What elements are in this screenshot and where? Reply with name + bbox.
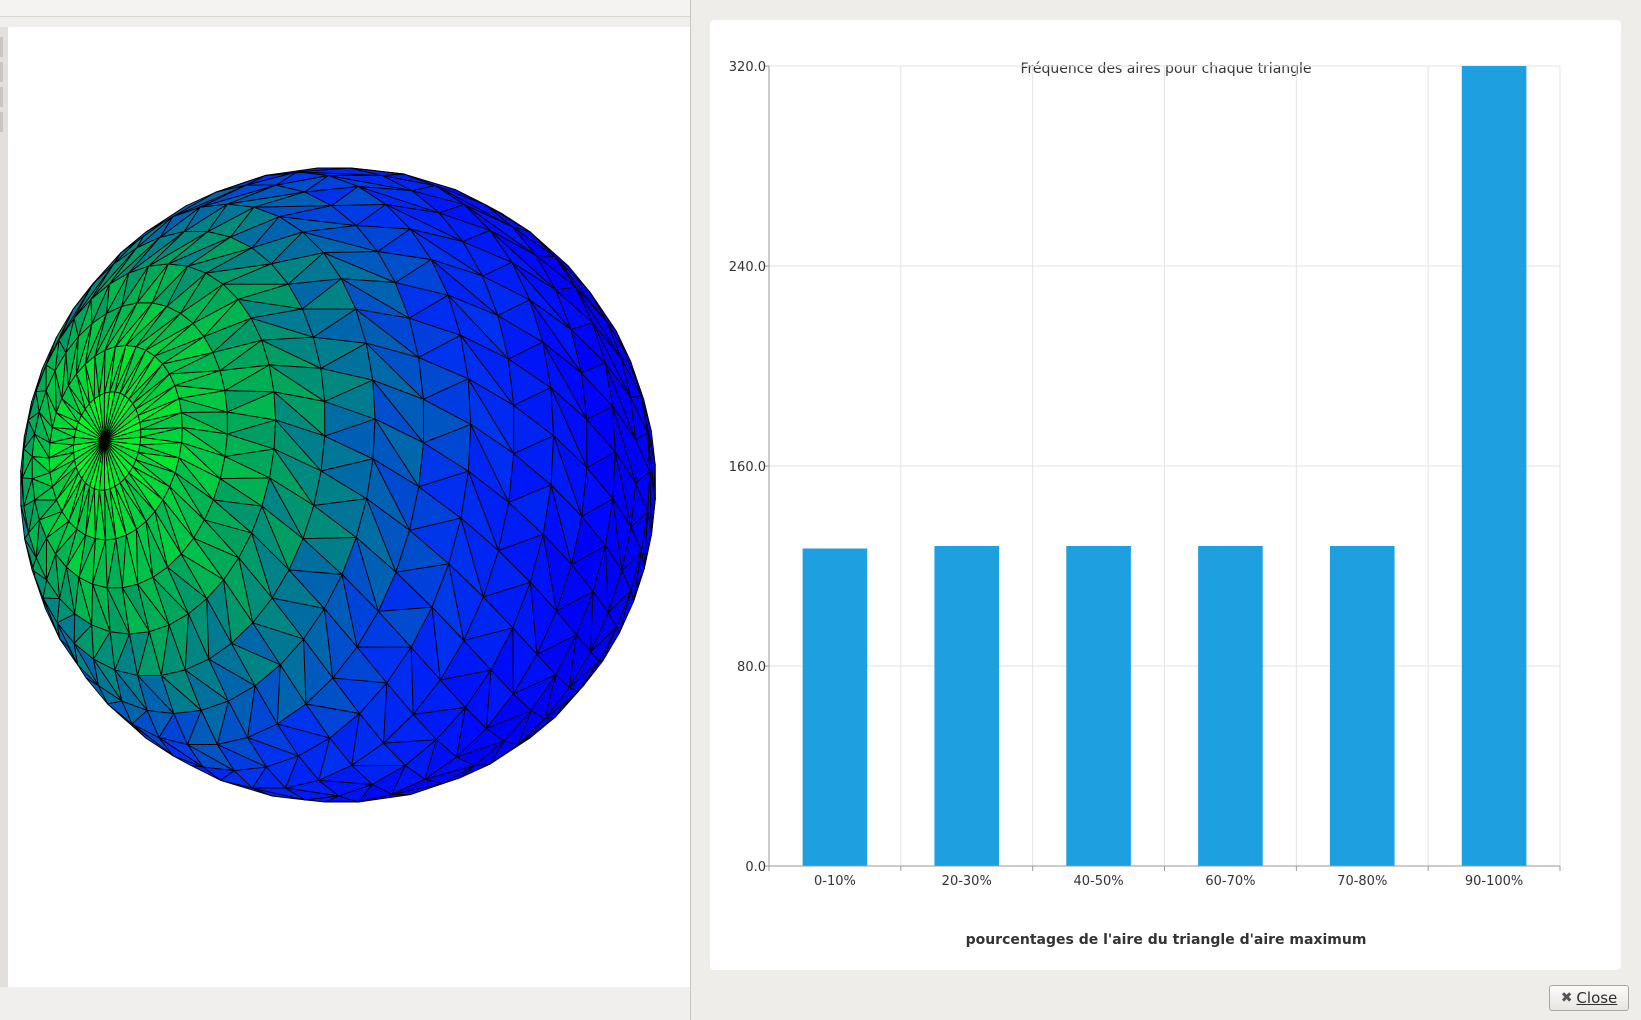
x-tick-label: 90-100%: [1465, 874, 1523, 889]
3d-mesh-viewport[interactable]: [8, 27, 690, 987]
mesh-triangle: [602, 626, 620, 662]
close-button[interactable]: ✖ Close: [1549, 985, 1629, 1011]
bar-0-10%: [802, 548, 868, 866]
y-tick-label: 160.0: [729, 460, 766, 475]
mesh-triangle: [653, 464, 656, 500]
mesh-triangle: [582, 660, 604, 687]
area-histogram-chart: Fréquence des aires pour chaque triangle…: [729, 60, 1561, 948]
mesh-triangle: [20, 505, 29, 540]
chart-panel: Fréquence des aires pour chaque triangle…: [710, 20, 1621, 970]
mesh-triangle: [190, 764, 222, 781]
x-tick-label: 60-70%: [1205, 874, 1255, 889]
bar-60-70%: [1198, 546, 1263, 866]
y-tick-label: 80.0: [737, 660, 766, 675]
close-icon: ✖: [1560, 990, 1573, 1006]
main-window: [0, 0, 690, 1020]
bar-70-80%: [1329, 546, 1395, 866]
bar-90-100%: [1461, 66, 1527, 866]
y-tick-label: 320.0: [729, 60, 766, 75]
mesh-triangle: [92, 252, 122, 285]
mesh-triangle: [20, 470, 25, 507]
mesh-triangle: [484, 204, 531, 233]
x-tick-label: 70-80%: [1337, 874, 1387, 889]
mesh-triangle: [459, 763, 491, 779]
mesh-triangle: [24, 538, 36, 575]
y-tick-label: 240.0: [729, 260, 766, 275]
mesh-triangle: [215, 175, 266, 193]
chart-title: Fréquence des aires pour chaque triangle: [1020, 61, 1311, 77]
x-tick-label: 20-30%: [942, 874, 992, 889]
y-tick-label: 0.0: [745, 860, 766, 875]
mesh-triangle: [633, 568, 645, 603]
left-toolbar-strip: [0, 27, 8, 987]
mesh-triangle: [643, 533, 653, 569]
x-axis-label: pourcentages de l'aire du triangle d'air…: [966, 932, 1367, 948]
triangulated-sphere-mesh[interactable]: [8, 27, 690, 987]
mesh-triangle: [589, 291, 617, 332]
close-button-label: Close: [1576, 989, 1618, 1007]
x-tick-label: 40-50%: [1074, 874, 1124, 889]
mesh-triangle: [85, 677, 109, 705]
bar-20-30%: [934, 546, 1000, 866]
bar-40-50%: [1066, 546, 1131, 866]
mesh-triangle: [131, 723, 174, 757]
mesh-triangle: [42, 597, 61, 640]
mesh-triangles: [20, 167, 656, 803]
mesh-triangle: [640, 395, 656, 465]
mesh-triangle: [350, 167, 405, 175]
mesh-triangle: [619, 589, 634, 634]
mesh-triangle: [59, 638, 79, 666]
mesh-triangle: [325, 795, 359, 803]
main-window-toolbar: [0, 0, 690, 17]
mesh-triangle: [391, 783, 444, 795]
mesh-triangle: [554, 690, 579, 718]
histogram-dialog: Fréquence des aires pour chaque triangle…: [690, 0, 1641, 1020]
mesh-triangle: [517, 716, 556, 745]
x-tick-label: 0-10%: [814, 874, 856, 889]
mesh-triangle: [651, 498, 656, 535]
